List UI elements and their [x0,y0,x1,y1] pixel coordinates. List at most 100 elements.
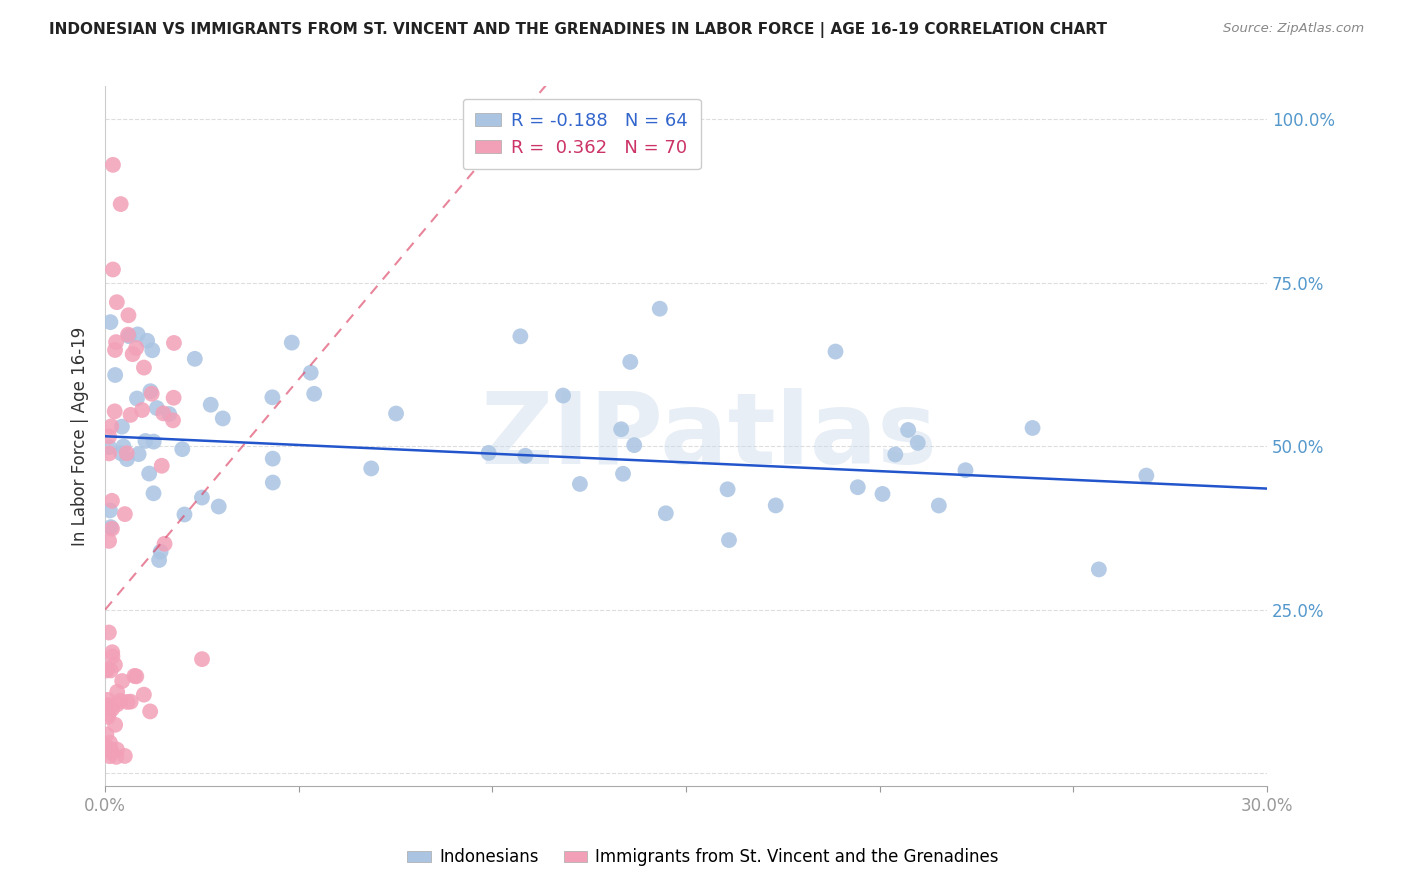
Point [110,446,132,460]
Point [110,694,132,708]
Point [97,707,120,722]
Point [648,301,671,316]
Point [97,625,120,640]
Point [163,335,186,350]
Point [1021,421,1043,435]
Point [515,449,537,463]
Point [97,710,120,724]
Point [172,442,194,457]
Point [115,452,138,467]
Point [568,477,591,491]
Point [98,446,121,460]
Text: Source: ZipAtlas.com: Source: ZipAtlas.com [1223,22,1364,36]
Point [191,491,214,505]
Point [132,360,155,375]
Legend: Indonesians, Immigrants from St. Vincent and the Grenadines: Indonesians, Immigrants from St. Vincent… [401,842,1005,873]
Point [134,434,156,448]
Point [111,674,134,689]
Point [262,475,284,490]
Point [101,645,124,659]
Point [100,520,122,534]
Point [385,407,408,421]
Point [136,334,159,348]
Point [105,749,128,764]
Point [120,695,142,709]
Point [191,652,214,666]
Point [100,315,122,329]
Point [148,553,170,567]
Point [98,736,121,750]
Point [125,669,148,683]
Point [101,649,124,664]
Point [846,480,869,494]
Point [105,698,128,712]
Text: INDONESIAN VS IMMIGRANTS FROM ST. VINCENT AND THE GRENADINES IN LABOR FORCE | AG: INDONESIAN VS IMMIGRANTS FROM ST. VINCEN… [49,22,1107,38]
Point [262,451,284,466]
Y-axis label: In Labor Force | Age 16-19: In Labor Force | Age 16-19 [72,326,89,546]
Point [128,447,150,461]
Point [114,748,136,763]
Point [105,685,128,699]
Point [118,329,141,343]
Point [928,499,950,513]
Point [200,398,222,412]
Point [131,403,153,417]
Point [184,351,207,366]
Point [117,695,139,709]
Point [955,463,977,477]
Point [101,522,124,536]
Point [98,440,121,454]
Point [100,419,122,434]
Point [98,429,121,443]
Point [111,419,134,434]
Point [138,467,160,481]
Point [98,533,121,548]
Point [104,718,127,732]
Point [765,499,787,513]
Point [105,335,128,350]
Point [120,408,142,422]
Point [1088,562,1111,576]
Point [104,657,127,672]
Point [125,341,148,355]
Point [101,493,124,508]
Point [100,664,122,678]
Point [117,327,139,342]
Point [152,406,174,420]
Point [98,699,121,714]
Point [150,458,173,473]
Point [872,487,894,501]
Point [97,693,120,707]
Point [104,368,127,382]
Point [141,343,163,358]
Point [98,749,121,764]
Point [115,446,138,460]
Point [610,422,633,436]
Point [478,446,501,460]
Point [96,740,118,755]
Point [124,669,146,683]
Point [104,404,127,418]
Point [139,384,162,399]
Point [96,662,118,676]
Point [139,705,162,719]
Point [211,411,233,425]
Point [101,262,124,277]
Point [112,440,135,454]
Point [162,391,184,405]
Point [619,355,641,369]
Point [907,436,929,450]
Point [127,327,149,342]
Point [1135,468,1157,483]
Point [149,544,172,558]
Point [655,506,678,520]
Point [173,508,195,522]
Point [96,727,118,741]
Point [114,507,136,521]
Point [509,329,531,343]
Point [97,698,120,712]
Point [360,461,382,475]
Point [98,503,121,517]
Point [121,347,143,361]
Point [162,413,184,427]
